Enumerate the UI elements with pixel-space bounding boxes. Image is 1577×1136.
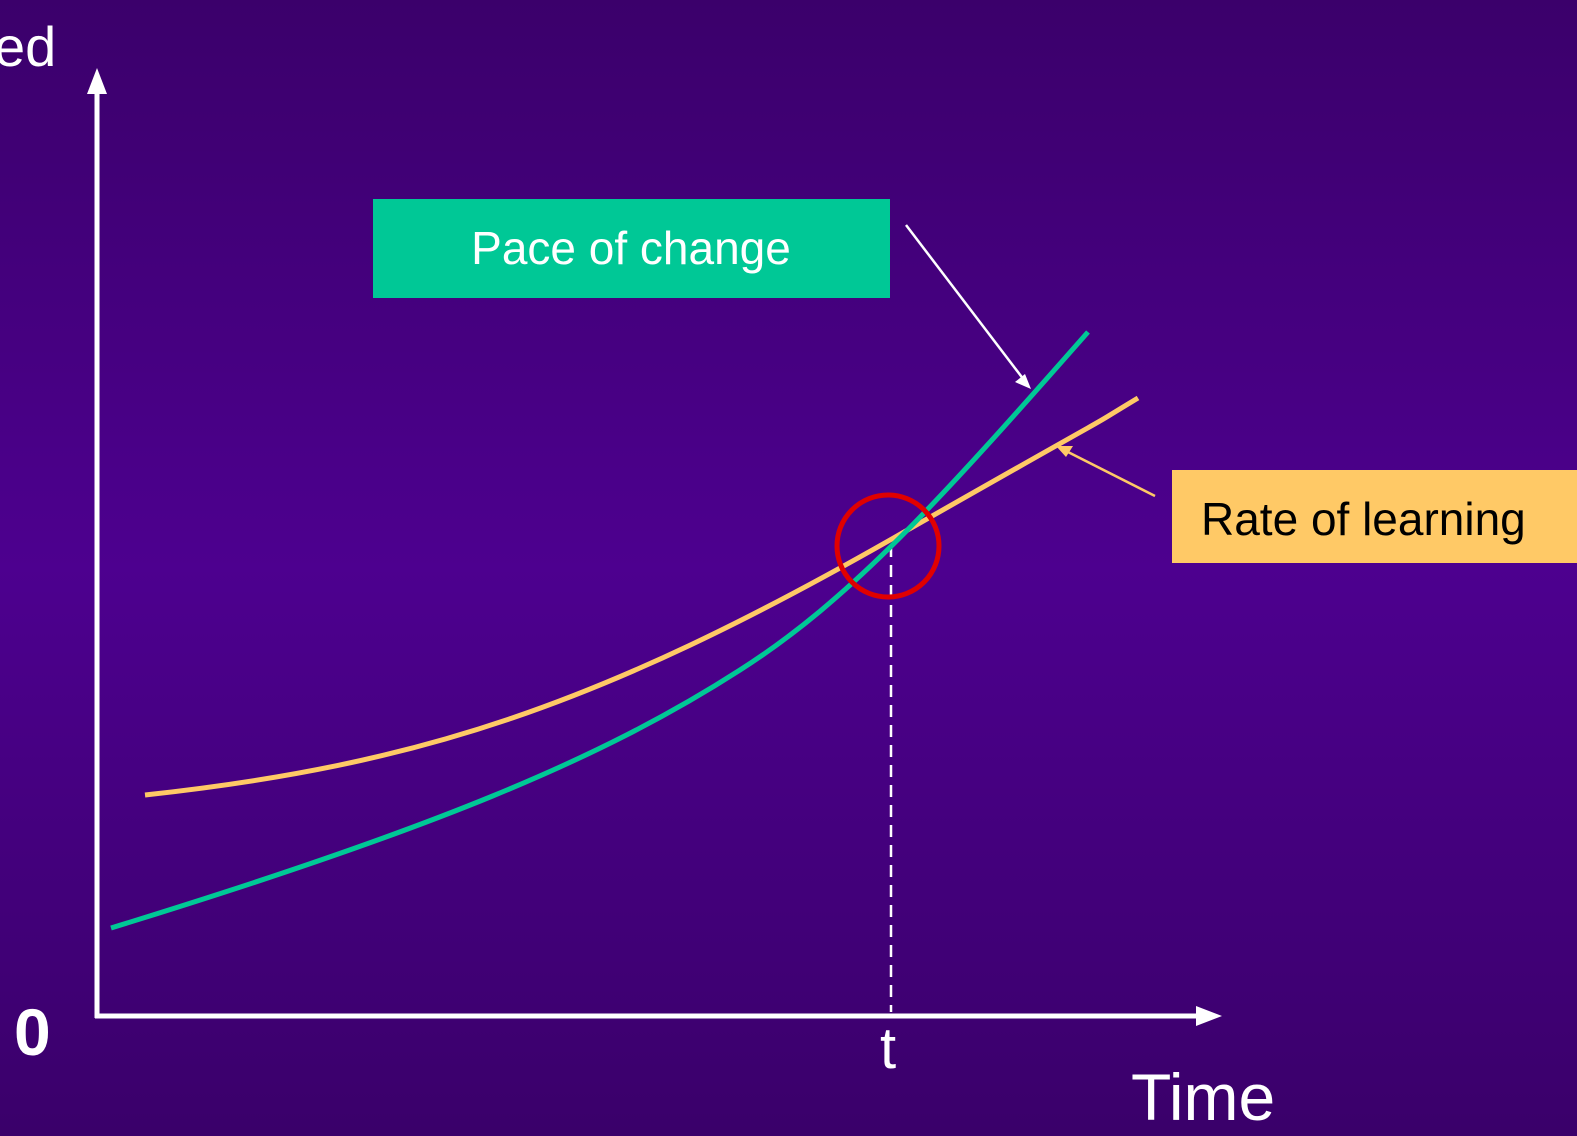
pace-of-change-callout-box [373, 199, 890, 298]
intersection-highlight-circle [834, 492, 942, 600]
x-axis-arrowhead-icon [1196, 1006, 1222, 1026]
pace-of-change-leader-line [905, 224, 1025, 381]
pace-of-change-callout-label: Pace of change [471, 222, 791, 274]
pace-of-change-curve [110, 330, 1090, 931]
x-axis-label: Time [1131, 1060, 1275, 1134]
rate-of-learning-leader-line [1065, 449, 1156, 498]
time-t-label: t [880, 1016, 896, 1081]
rate-of-learning-callout-box [1172, 470, 1577, 563]
rate-of-learning-curve [144, 395, 1140, 798]
y-axis-arrowhead-icon [87, 68, 107, 94]
rate-of-learning-callout-label: Rate of learning [1201, 493, 1526, 545]
pace-of-change-leader-arrowhead-icon [1015, 374, 1031, 389]
origin-label: 0 [14, 995, 51, 1069]
y-axis-label: ed [0, 15, 56, 78]
rate-of-learning-leader-arrowhead-icon [1056, 446, 1073, 457]
